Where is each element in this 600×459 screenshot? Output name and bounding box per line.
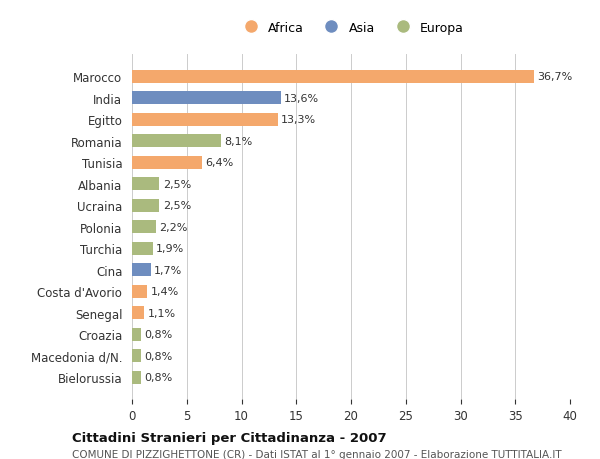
Bar — [132, 307, 144, 319]
Text: 0,8%: 0,8% — [144, 330, 172, 339]
Text: 0,8%: 0,8% — [144, 372, 172, 382]
Text: 1,4%: 1,4% — [151, 286, 179, 297]
Text: 36,7%: 36,7% — [537, 72, 572, 82]
Bar — [132, 349, 141, 362]
Text: 6,4%: 6,4% — [205, 158, 233, 168]
Text: 8,1%: 8,1% — [224, 136, 252, 146]
Bar — [132, 178, 160, 191]
Text: 1,1%: 1,1% — [148, 308, 175, 318]
Text: 13,3%: 13,3% — [281, 115, 316, 125]
Bar — [132, 157, 202, 169]
Bar — [132, 221, 156, 234]
Text: COMUNE DI PIZZIGHETTONE (CR) - Dati ISTAT al 1° gennaio 2007 - Elaborazione TUTT: COMUNE DI PIZZIGHETTONE (CR) - Dati ISTA… — [72, 449, 562, 459]
Text: 2,5%: 2,5% — [163, 179, 191, 189]
Bar — [132, 328, 141, 341]
Text: Cittadini Stranieri per Cittadinanza - 2007: Cittadini Stranieri per Cittadinanza - 2… — [72, 431, 386, 444]
Bar — [132, 371, 141, 384]
Text: 0,8%: 0,8% — [144, 351, 172, 361]
Bar — [132, 71, 534, 84]
Bar — [132, 135, 221, 148]
Text: 2,5%: 2,5% — [163, 201, 191, 211]
Bar — [132, 92, 281, 105]
Bar — [132, 263, 151, 276]
Text: 2,2%: 2,2% — [160, 222, 188, 232]
Bar — [132, 199, 160, 212]
Text: 13,6%: 13,6% — [284, 94, 319, 104]
Text: 1,9%: 1,9% — [156, 244, 184, 254]
Bar — [132, 113, 278, 127]
Bar — [132, 285, 148, 298]
Bar — [132, 242, 153, 255]
Text: 1,7%: 1,7% — [154, 265, 182, 275]
Legend: Africa, Asia, Europa: Africa, Asia, Europa — [233, 17, 469, 39]
